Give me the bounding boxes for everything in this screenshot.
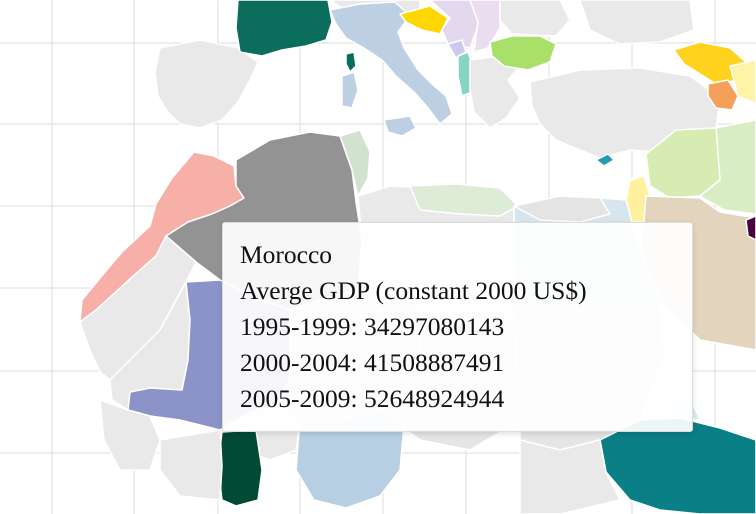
country-azerbaijan[interactable] [729, 59, 756, 105]
country-ivory-coast[interactable] [159, 429, 223, 501]
country-tooltip: Morocco Averge GDP (constant 2000 US$) 1… [222, 222, 693, 432]
country-spain[interactable] [154, 39, 259, 129]
island-sardinia[interactable] [341, 71, 359, 109]
country-purple[interactable] [745, 215, 756, 241]
country-black-sea-region[interactable] [579, 0, 695, 45]
tooltip-metric-label: Averge GDP (constant 2000 US$) [240, 276, 587, 305]
tooltip-period-row: 1995-1999: 34297080143 [240, 312, 505, 341]
island-corsica[interactable] [345, 51, 357, 73]
country-libya-coast[interactable] [409, 183, 519, 217]
country-ghana[interactable] [217, 429, 263, 507]
country-south-sudan[interactable] [519, 439, 621, 514]
island-sicily[interactable] [383, 115, 417, 137]
country-bulgaria[interactable] [489, 35, 557, 71]
tooltip-country-name: Morocco [240, 240, 333, 269]
country-egypt-north[interactable] [513, 195, 611, 223]
country-france[interactable] [235, 0, 333, 57]
country-armenia[interactable] [707, 79, 739, 111]
tooltip-period-row: 2000-2004: 41508887491 [240, 348, 505, 377]
country-serbia[interactable] [469, 0, 501, 53]
country-croatia[interactable] [399, 5, 449, 35]
country-cyprus[interactable] [595, 153, 615, 167]
country-west-africa-left[interactable] [99, 399, 161, 471]
tooltip-period-row: 2005-2009: 52648924944 [240, 384, 505, 413]
country-romania[interactable] [499, 0, 571, 37]
country-ethiopia[interactable] [599, 417, 756, 514]
country-tunisia[interactable] [339, 129, 371, 197]
country-iraq[interactable] [699, 119, 756, 215]
